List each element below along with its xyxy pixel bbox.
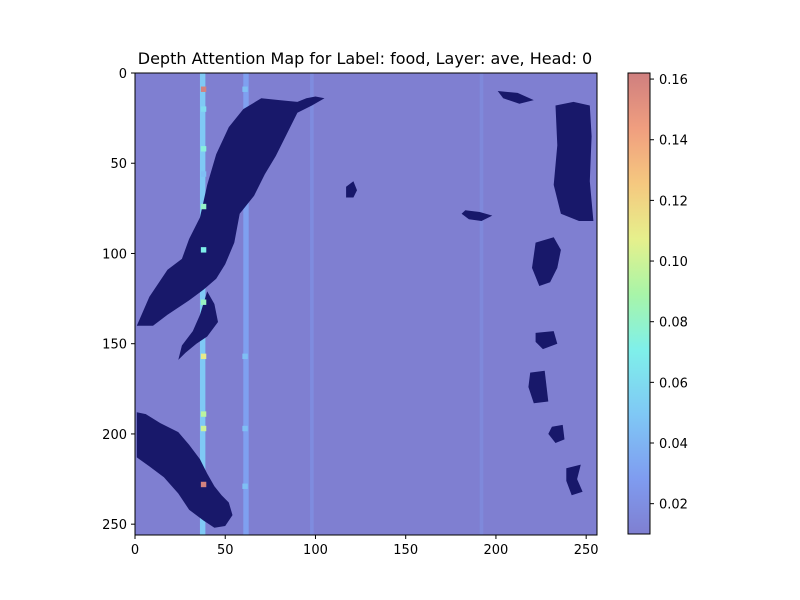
low-depth-region-small-blob-e <box>548 424 565 443</box>
x-tick-label: 0 <box>131 543 139 558</box>
attention-column <box>310 73 314 535</box>
plot-frame <box>134 72 598 536</box>
colorbar-tick-label: 0.06 <box>659 376 688 391</box>
x-tick-label: 150 <box>393 543 418 558</box>
attention-point <box>200 411 207 417</box>
colorbar-tick-label: 0.10 <box>659 255 688 270</box>
low-depth-regions <box>136 91 594 528</box>
attention-point <box>200 146 207 152</box>
attention-point <box>242 483 248 489</box>
attention-point <box>242 86 248 92</box>
colorbar-gradient <box>627 72 651 535</box>
colorbar-ticks: 0.02 0.04 0.06 0.08 0.10 0.12 0.14 0.16 <box>650 73 688 513</box>
attention-point <box>200 106 207 112</box>
low-depth-region-right-middle <box>532 237 561 286</box>
attention-column <box>479 73 484 535</box>
x-tick-label: 250 <box>574 543 599 558</box>
y-tick-label: 100 <box>102 247 127 262</box>
plot-area <box>134 72 598 536</box>
y-axis: 0 50 100 150 200 250 <box>102 67 135 533</box>
colorbar-tick-label: 0.16 <box>659 73 688 88</box>
y-tick-label: 0 <box>119 67 127 82</box>
attention-point <box>200 247 207 253</box>
attention-point <box>242 353 248 360</box>
attention-point <box>200 86 207 92</box>
low-depth-region-top-right-island <box>497 91 534 104</box>
low-depth-region-inner-spike <box>178 291 218 360</box>
low-depth-region-left-lower-mass <box>136 412 233 528</box>
low-depth-region-small-blob-d <box>528 370 549 404</box>
attention-point <box>200 203 207 210</box>
attention-point <box>200 171 207 177</box>
attention-point <box>200 299 207 305</box>
x-tick-label: 200 <box>484 543 509 558</box>
low-depth-region-small-blob-f <box>566 464 583 496</box>
y-tick-label: 150 <box>102 338 127 353</box>
attention-points <box>200 86 248 489</box>
colorbar-tick-label: 0.08 <box>659 316 688 331</box>
low-depth-region-left-upper-wedge <box>136 96 325 326</box>
low-depth-region-small-blob-a <box>346 181 357 198</box>
x-tick-label: 100 <box>303 543 328 558</box>
y-tick-label: 50 <box>110 157 127 172</box>
attention-column <box>243 73 249 535</box>
low-depth-region-small-blob-c <box>535 331 558 350</box>
colorbar-tick-label: 0.02 <box>659 498 688 513</box>
x-axis: 0 50 100 150 200 250 <box>131 535 599 558</box>
attention-point <box>200 481 207 488</box>
attention-point <box>200 425 207 432</box>
attention-point <box>242 425 248 432</box>
colorbar: 0.02 0.04 0.06 0.08 0.10 0.12 0.14 0.16 <box>627 72 688 535</box>
colorbar-tick-label: 0.04 <box>659 437 688 452</box>
x-tick-label: 50 <box>217 543 234 558</box>
colorbar-tick-label: 0.14 <box>659 134 688 149</box>
low-depth-region-small-blob-b <box>461 210 493 221</box>
attention-point <box>200 353 207 360</box>
y-tick-label: 200 <box>102 428 127 443</box>
low-depth-region-right-strip <box>553 101 594 221</box>
y-tick-label: 250 <box>102 518 127 533</box>
colorbar-tick-label: 0.12 <box>659 194 688 209</box>
chart-title: Depth Attention Map for Label: food, Lay… <box>138 49 592 68</box>
